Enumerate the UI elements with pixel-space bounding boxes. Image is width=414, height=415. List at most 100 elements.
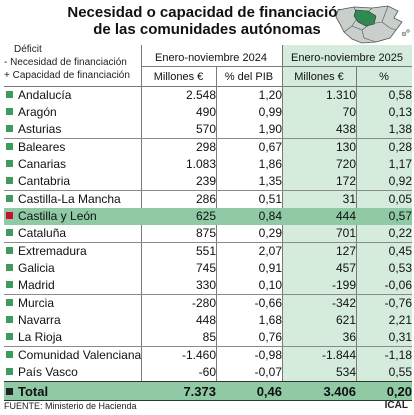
cell-millones-2024: 625 <box>141 208 216 225</box>
table-row: Castilla-La Mancha 286 0,51 31 0,05 <box>4 190 412 208</box>
legend-capacity: + Capacidad de financiación <box>4 70 130 81</box>
region-cell: Castilla y León <box>4 208 141 225</box>
cell-millones-2024: 490 <box>195 105 216 119</box>
region-name: Castilla y León <box>18 209 97 223</box>
region-name: Baleares <box>18 140 66 154</box>
col-header-pib-2024: % del PIB <box>224 71 274 83</box>
header-divider <box>141 66 412 67</box>
cell-pct-2025: 1,38 <box>388 122 412 136</box>
cell-pib-2024: 1,35 <box>258 174 282 188</box>
cell-millones-2024: 875 <box>195 226 216 240</box>
region-cell: Cantabria <box>4 173 141 191</box>
cell-millones-2024: 551 <box>141 242 216 260</box>
cell-pib-2024: 0,76 <box>258 330 282 344</box>
period-2024-header: Enero-noviembre 2024 <box>155 52 267 64</box>
cell-pib-2024: 0,10 <box>258 278 282 292</box>
period-2025-header: Enero-noviembre 2025 <box>291 52 403 64</box>
cell-millones-2025: 720 <box>335 157 356 171</box>
table-row: Extremadura 551 2,07 127 0,45 <box>4 242 412 260</box>
region-cell: Castilla-La Mancha <box>4 190 141 208</box>
header-bottom-rule <box>4 86 412 87</box>
region-name: La Rioja <box>18 330 63 344</box>
row-marker-icon <box>6 264 13 271</box>
region-name: País Vasco <box>18 365 78 379</box>
region-name: Total <box>18 383 49 399</box>
cell-pib-2024: 0,91 <box>258 261 282 275</box>
region-cell: Baleares <box>4 138 141 156</box>
region-name: Comunidad Valenciana <box>18 348 141 362</box>
region-cell: Andalucía <box>4 87 141 104</box>
cell-pct-2025: 0,28 <box>356 138 412 156</box>
region-cell: Cataluña <box>4 225 141 243</box>
cell-pct-2025: 0,58 <box>388 88 412 102</box>
cell-pib-2024: 1,20 <box>258 88 282 102</box>
region-name: Galicia <box>18 261 55 275</box>
row-marker-icon <box>6 212 13 219</box>
region-cell: Galicia <box>4 260 141 277</box>
cell-pib-2024: 0,29 <box>258 226 282 240</box>
region-cell: Madrid <box>4 277 141 295</box>
row-marker-icon <box>6 316 13 323</box>
cell-pct-2025: 1,17 <box>388 157 412 171</box>
region-name: Navarra <box>18 313 61 327</box>
cell-pct-2025: 0,13 <box>388 105 412 119</box>
region-name: Aragón <box>18 105 57 119</box>
region-name: Extremadura <box>18 244 87 258</box>
data-table: Andalucía 2.548 1,20 1.310 0,58 Aragón 490 0,99… <box>4 87 412 401</box>
table-row: Galicia 745 0,91 457 0,53 <box>4 260 412 277</box>
table-row: Comunidad Valenciana -1.460 -0,98 -1.844 -1,… <box>4 346 412 364</box>
col-header-pct-2025: % <box>379 71 389 83</box>
cell-pct-2025: 2,21 <box>388 313 412 327</box>
cell-millones-2024: 286 <box>141 190 216 208</box>
table-row: Asturias 570 1,90 438 1,38 <box>4 121 412 139</box>
region-cell: Extremadura <box>4 242 141 260</box>
cell-millones-2024: 298 <box>141 138 216 156</box>
table-row: Canarias 1.083 1,86 720 1,17 <box>4 156 412 173</box>
table-row: País Vasco -60 -0,07 534 0,55 <box>4 364 412 382</box>
cell-millones-2024: 239 <box>195 174 216 188</box>
table-row: La Rioja 85 0,76 36 0,31 <box>4 329 412 347</box>
cell-pib-2024: 0,67 <box>216 138 282 156</box>
region-cell: Aragón <box>4 104 141 121</box>
cell-pib-2024: 0,46 <box>216 381 282 401</box>
table-row: Madrid 330 0,10 -199 -0,06 <box>4 277 412 295</box>
cell-pct-2025: 0,53 <box>388 261 412 275</box>
table-row: Aragón 490 0,99 70 0,13 <box>4 104 412 121</box>
row-marker-icon <box>6 177 13 184</box>
table-row: Cataluña 875 0,29 701 0,22 <box>4 225 412 243</box>
brand-logo: ICAL <box>384 400 408 411</box>
cell-millones-2025: -342 <box>282 294 356 312</box>
cell-millones-2025: 127 <box>282 242 356 260</box>
col-header-millones-2025: Millones € <box>294 71 344 83</box>
region-cell: La Rioja <box>4 329 141 347</box>
cell-pct-2025: -0,76 <box>356 294 412 312</box>
region-name: Murcia <box>18 296 55 310</box>
cell-millones-2024: 745 <box>195 261 216 275</box>
cell-millones-2024: 570 <box>195 122 216 136</box>
region-name: Madrid <box>18 278 55 292</box>
chart-title-line2: de las comunidades autónomas <box>93 21 321 38</box>
row-marker-icon <box>6 160 13 167</box>
cell-pct-2025: 0,31 <box>388 330 412 344</box>
region-name: Asturias <box>18 122 62 136</box>
region-name: Castilla-La Mancha <box>18 192 121 206</box>
row-marker-icon <box>6 91 13 98</box>
cell-millones-2024: -60 <box>198 365 216 379</box>
cell-millones-2025: 457 <box>335 261 356 275</box>
cell-pct-2025: 0,57 <box>356 208 412 225</box>
cell-millones-2024: 85 <box>202 330 216 344</box>
cell-pct-2025: 0,92 <box>388 174 412 188</box>
region-cell: Murcia <box>4 294 141 312</box>
table-row: Andalucía 2.548 1,20 1.310 0,58 <box>4 87 412 104</box>
cell-millones-2024: 1.083 <box>185 157 216 171</box>
row-marker-icon <box>6 247 13 254</box>
cell-pct-2025: 0,05 <box>356 190 412 208</box>
col-header-millones-2024: Millones € <box>153 71 204 83</box>
region-cell: Canarias <box>4 156 141 173</box>
cell-pct-2025: 0,22 <box>388 226 412 240</box>
legend-deficit: Déficit <box>14 44 42 55</box>
row-marker-icon <box>6 351 13 358</box>
cell-pib-2024: -0,66 <box>216 294 282 312</box>
row-marker-icon <box>6 229 13 236</box>
row-marker-icon <box>6 143 13 150</box>
